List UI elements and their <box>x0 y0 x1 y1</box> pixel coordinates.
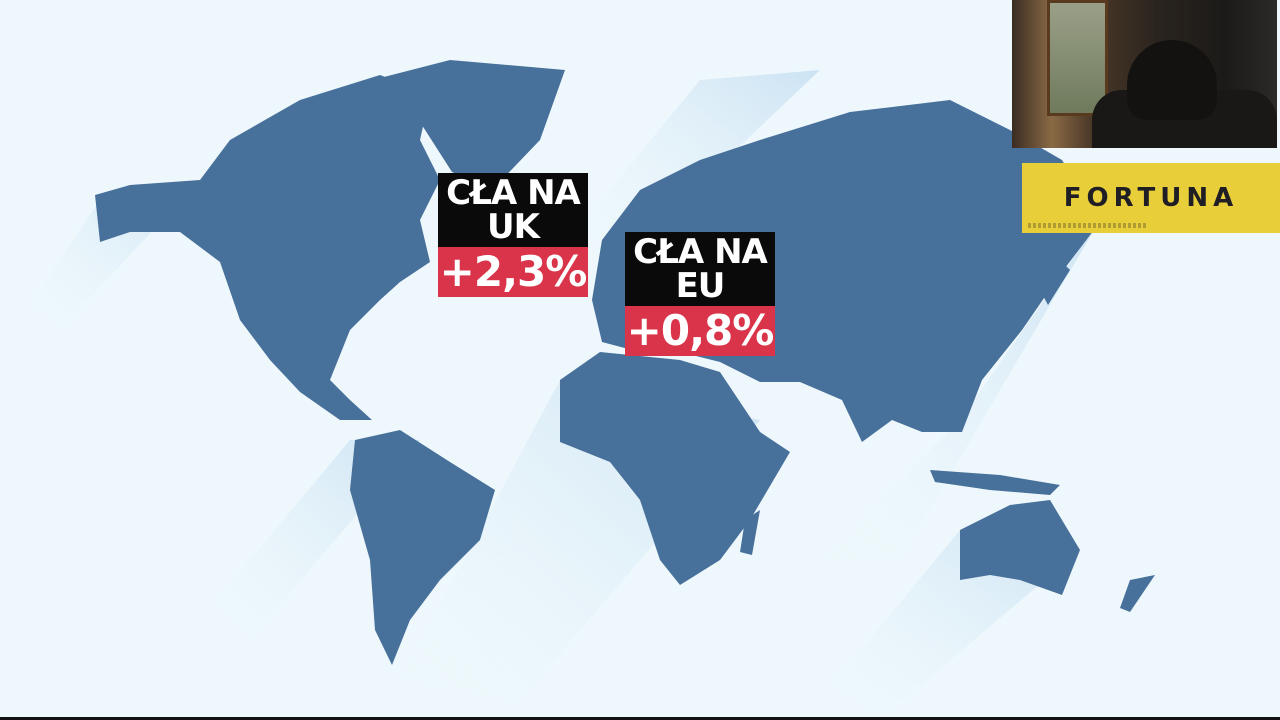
tariff-label-title: CŁA NA EU <box>625 232 775 306</box>
japan <box>1040 260 1070 305</box>
label-line1: CŁA NA <box>446 173 581 213</box>
madagascar <box>740 510 760 555</box>
eurasia <box>592 100 1100 442</box>
webcam-window <box>1047 0 1108 116</box>
tariff-value: +0,8% <box>625 306 775 356</box>
new-zealand <box>1120 575 1155 612</box>
australia <box>960 500 1080 595</box>
tariff-label-uk: CŁA NA UK +2,3% <box>438 173 588 297</box>
north-america <box>95 75 440 420</box>
indonesia <box>930 470 1060 495</box>
greenland <box>380 60 565 190</box>
label-line2: EU <box>675 266 726 306</box>
tariff-value: +2,3% <box>438 247 588 297</box>
label-line1: CŁA NA <box>633 232 768 272</box>
sponsor-logo: FORTUNA <box>1063 183 1239 213</box>
south-america <box>350 430 495 665</box>
sponsor-disclaimer <box>1028 223 1148 228</box>
video-bottom-edge <box>0 717 1280 720</box>
continents <box>95 60 1155 665</box>
webcam-overlay <box>1012 0 1277 148</box>
label-line2: UK <box>487 207 540 247</box>
tariff-label-eu: CŁA NA EU +0,8% <box>625 232 775 356</box>
tariff-label-title: CŁA NA UK <box>438 173 588 247</box>
africa <box>560 352 790 585</box>
webcam-person-head <box>1127 40 1217 120</box>
sponsor-banner: FORTUNA <box>1022 163 1280 233</box>
